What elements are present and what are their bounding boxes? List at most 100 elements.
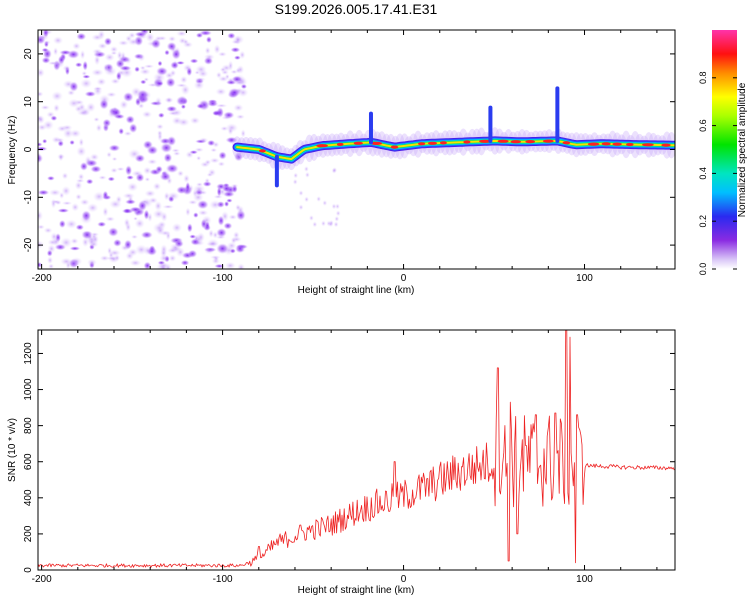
noise-blob <box>86 258 98 266</box>
noise-blob <box>81 230 93 240</box>
noise-blob <box>141 110 153 119</box>
noise-blob <box>228 87 241 97</box>
noise-blob <box>169 243 182 252</box>
noise-blob <box>41 47 49 53</box>
noise-blob <box>98 175 107 180</box>
noise-blob <box>193 80 205 90</box>
snr-y-tick-label: 200 <box>23 525 34 542</box>
noise-blob <box>38 142 43 147</box>
noise-blob <box>77 173 85 181</box>
noise-blob <box>183 174 190 184</box>
noise-blob <box>225 136 238 144</box>
noise-blob <box>197 209 209 216</box>
noise-blob <box>202 181 212 187</box>
snr-y-tick-label: 400 <box>23 489 34 506</box>
noise-blob <box>92 48 103 55</box>
noise-blob <box>179 75 188 84</box>
noise-blob <box>231 39 241 45</box>
noise-blob <box>143 77 150 82</box>
noise-blob <box>235 114 245 120</box>
noise-blob <box>196 103 206 109</box>
noise-blob <box>125 199 136 205</box>
noise-blob <box>177 170 184 177</box>
noise-blob <box>156 123 164 130</box>
noise-blob <box>79 49 86 60</box>
noise-blob <box>189 58 199 64</box>
noise-blob <box>231 184 238 194</box>
ridge-peak <box>370 141 383 145</box>
noise-blob <box>108 144 121 152</box>
tail-blob <box>298 190 304 197</box>
ridge-peak <box>336 142 344 146</box>
noise-blob <box>210 147 218 153</box>
noise-blob <box>116 50 123 61</box>
tail-blob <box>304 171 310 178</box>
noise-blob <box>75 193 82 201</box>
noise-blob <box>134 31 148 38</box>
noise-blob <box>159 254 169 263</box>
tail-blob <box>331 203 337 210</box>
spectrogram-y-label: Frequency (Hz) <box>7 116 18 185</box>
noise-blob <box>115 59 125 69</box>
noise-blob <box>164 97 174 104</box>
ridge-peak <box>497 139 509 143</box>
noise-blob <box>46 175 55 181</box>
noise-blob <box>67 89 76 96</box>
tail-blob <box>328 221 334 228</box>
noise-blob <box>203 56 214 65</box>
noise-blob <box>217 51 227 57</box>
noise-blob <box>157 112 165 119</box>
noise-blob <box>159 172 172 181</box>
noise-blob <box>204 221 210 230</box>
noise-blob <box>106 151 112 158</box>
noise-blob <box>154 96 162 108</box>
snr-x-tick-label: -100 <box>213 574 233 585</box>
ridge-peak <box>463 140 471 144</box>
ridge-peaks <box>258 86 671 188</box>
noise-blob <box>190 238 201 246</box>
noise-blob <box>139 68 151 76</box>
noise-blob <box>58 153 64 162</box>
noise-blob <box>163 191 170 201</box>
noise-blob <box>195 32 204 39</box>
noise-blob <box>136 89 149 101</box>
noise-blob <box>70 237 79 245</box>
noise-blob <box>215 87 227 96</box>
noise-blob <box>46 256 54 265</box>
noise-blob <box>204 177 210 184</box>
tail-blob <box>320 220 326 227</box>
noise-blob <box>154 200 163 212</box>
noise-blob <box>135 97 141 107</box>
noise-blob <box>172 151 181 157</box>
noise-blob <box>105 216 116 222</box>
noise-blob <box>112 106 118 112</box>
colorbar-tick-label: 0.2 <box>698 215 708 228</box>
noise-blob <box>192 184 206 194</box>
noise-blob <box>109 45 119 53</box>
noise-blob <box>80 78 93 89</box>
noise-blob <box>78 137 85 147</box>
tail-blob <box>298 204 304 211</box>
noise-blob <box>189 234 197 239</box>
noise-blob <box>189 116 201 125</box>
colorbar-axes: 0.0 0.2 0.4 0.6 0.8 <box>698 72 737 275</box>
noise-blob <box>165 163 179 174</box>
noise-blob <box>62 128 74 139</box>
noise-blob <box>204 46 211 55</box>
noise-blob <box>103 37 113 46</box>
noise-blob <box>102 122 110 132</box>
noise-blob <box>119 100 129 110</box>
noise-blob <box>41 56 51 64</box>
noise-blob <box>51 91 64 102</box>
noise-blob <box>127 148 141 160</box>
ridge-peak <box>390 145 399 149</box>
noise-blob <box>185 181 191 193</box>
noise-blob <box>43 227 53 234</box>
noise-blob <box>206 238 220 249</box>
noise-blob <box>215 71 222 79</box>
noise-blob <box>196 155 202 161</box>
noise-blob <box>237 263 245 269</box>
tail-blob <box>312 221 318 228</box>
ridge-peak <box>601 142 611 146</box>
